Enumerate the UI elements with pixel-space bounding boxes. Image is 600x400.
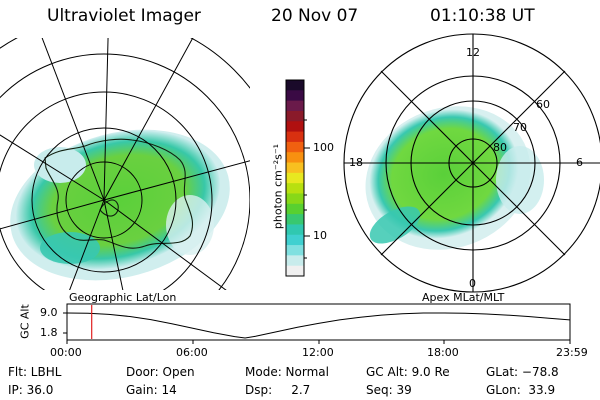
colorbar-segment — [286, 162, 304, 174]
timeline-xtick-1: 06:00 — [176, 346, 208, 359]
mlt-label-0: 0 — [469, 277, 476, 290]
colorbar-segment — [286, 203, 304, 215]
colorbar-segment — [286, 121, 304, 133]
colorbar-segment — [286, 100, 304, 112]
date-label: 20 Nov 07 — [271, 6, 359, 26]
colorbar-segment — [286, 214, 304, 225]
door-info: Door: Open — [126, 365, 195, 379]
colorbar-segment — [286, 90, 304, 102]
latitude-grid — [0, 38, 250, 290]
colorbar-segment — [286, 110, 304, 122]
geographic-map — [0, 38, 250, 290]
colorbar-tick-100: 100 — [313, 141, 334, 154]
instrument-title: Ultraviolet Imager — [47, 6, 201, 26]
colorbar-segment — [286, 131, 304, 143]
colorbar-segment — [286, 152, 304, 164]
altitude-timeline — [63, 303, 571, 344]
ip-info: IP: 36.0 — [8, 383, 54, 397]
colorbar-segment — [286, 193, 304, 205]
timeline-xtick-3: 18:00 — [427, 346, 459, 359]
colorbar-tick-10: 10 — [313, 229, 327, 242]
glat-info: GLat: −78.8 — [486, 365, 559, 379]
left-map-label: Geographic Lat/Lon — [69, 291, 177, 304]
filter-info: Flt: LBHL — [8, 365, 62, 379]
timeline-ytick-min: 1.8 — [40, 326, 58, 339]
mlt-label-6: 6 — [576, 156, 583, 169]
colorbar-segment — [286, 80, 304, 91]
colorbar-segment — [286, 245, 304, 256]
colorbar-segment — [286, 183, 304, 194]
colorbar — [285, 79, 305, 277]
colorbar-frame — [285, 79, 305, 277]
mlat-label-70: 70 — [513, 121, 527, 134]
altitude-curve — [66, 312, 570, 339]
time-label: 01:10:38 UT — [430, 6, 535, 26]
timeline-xtick-4: 23:59 — [556, 346, 588, 359]
gain-info: Gain: 14 — [126, 383, 177, 397]
timeline-ylabel: GC Alt — [18, 304, 32, 339]
colorbar-segment — [286, 172, 304, 184]
right-map-label: Apex MLat/MLT — [422, 291, 505, 304]
colorbar-segment — [286, 234, 304, 246]
colorbar-segment — [286, 141, 304, 153]
mlat-label-80: 80 — [493, 141, 507, 154]
mlt-label-18: 18 — [349, 156, 363, 169]
dsp-info: Dsp: 2.7 — [245, 383, 311, 397]
mlat-label-60: 60 — [536, 98, 550, 111]
colorbar-segment — [286, 265, 304, 277]
coastline — [44, 138, 194, 249]
colorbar-unit-label: photon cm⁻²s⁻¹ — [271, 143, 285, 230]
mlt-label-12: 12 — [466, 46, 480, 59]
colorbar-segment — [286, 255, 304, 267]
glon-info: GLon: 33.9 — [486, 383, 556, 397]
seq-info: Seq: 39 — [366, 383, 412, 397]
timeline-xtick-2: 12:00 — [302, 346, 334, 359]
mode-info: Mode: Normal — [245, 365, 329, 379]
magnetic-map — [343, 33, 600, 293]
timeline-xtick-0: 00:00 — [50, 346, 82, 359]
timeline-ytick-max: 9.0 — [40, 306, 58, 319]
left-aurora-image — [10, 129, 230, 281]
colorbar-segment — [286, 224, 304, 236]
gcalt-info: GC Alt: 9.0 Re — [366, 365, 450, 379]
